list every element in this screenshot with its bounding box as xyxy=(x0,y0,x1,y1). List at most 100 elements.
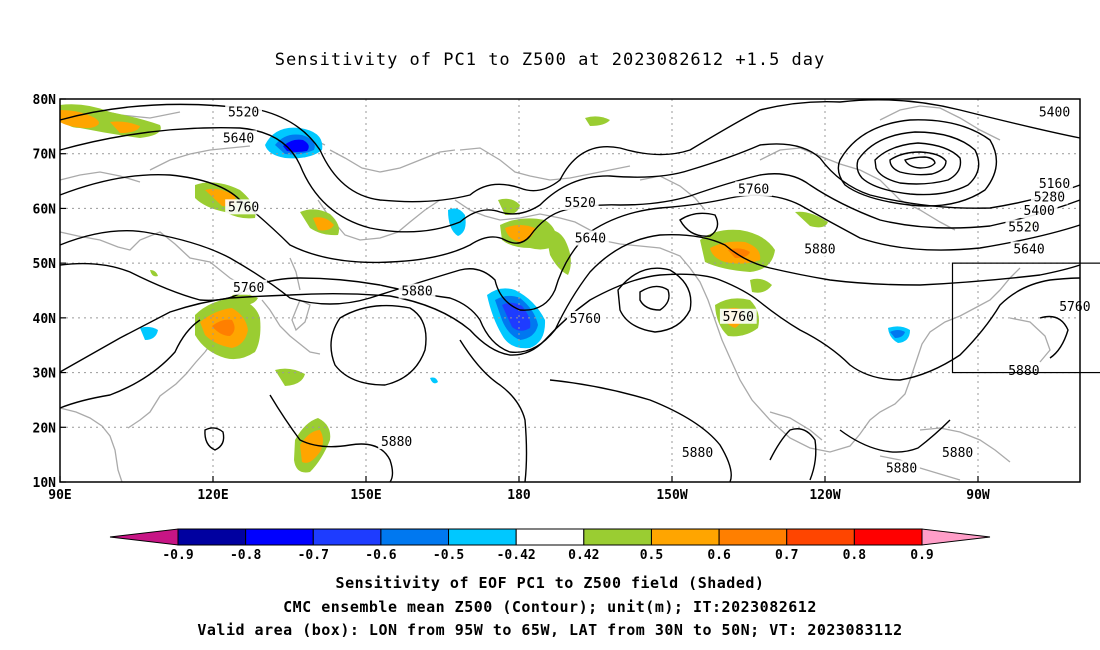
positive-patch xyxy=(60,110,99,128)
colorbar-left-arrow xyxy=(109,528,179,546)
colorbar-segment xyxy=(245,528,314,546)
lat-label: 80N xyxy=(33,93,57,108)
sensitivity-shading xyxy=(60,104,1036,473)
contour-label-bg xyxy=(225,199,262,215)
caption-contour: CMC ensemble mean Z500 (Contour); unit(m… xyxy=(283,598,817,616)
grid-lines xyxy=(60,99,1080,482)
lon-label: 150E xyxy=(350,488,381,503)
latitude-labels: 80N 70N 60N 50N 40N 30N 20N 10N xyxy=(33,93,66,491)
contour-label-bg xyxy=(398,283,436,299)
contour-label: 5760 xyxy=(228,200,259,215)
contour-label: 5160 xyxy=(1039,177,1070,192)
colorbar-segment xyxy=(448,528,517,546)
negative-patch xyxy=(140,326,158,340)
negative-patch xyxy=(430,377,438,384)
lat-label: 70N xyxy=(33,148,57,163)
colorbar-label: 0.9 xyxy=(910,548,933,563)
contour-label: 5760 xyxy=(723,310,754,325)
lat-label: 60N xyxy=(33,202,57,217)
colorbar-segment xyxy=(853,528,923,546)
lon-label: 90E xyxy=(48,488,71,503)
contour-label-bg xyxy=(1036,175,1073,191)
positive-patch xyxy=(275,368,305,386)
colorbar-segment xyxy=(515,528,585,546)
positive-patch xyxy=(313,217,334,231)
contour-label-bg xyxy=(561,194,599,210)
lon-label: 180 xyxy=(507,488,531,503)
positive-patch xyxy=(585,116,610,126)
colorbar-segment xyxy=(718,528,788,546)
map-title: Sensitivity of PC1 to Z500 at 2023082612… xyxy=(274,50,826,70)
positive-patch xyxy=(110,121,140,133)
contour-label-bg xyxy=(230,279,268,295)
lon-label: 150W xyxy=(656,488,687,503)
contour-label: 5640 xyxy=(223,131,254,146)
contour-label-bg xyxy=(566,310,604,326)
contour-label: 5880 xyxy=(381,435,412,450)
positive-patch xyxy=(795,211,828,228)
colorbar-label: 0.6 xyxy=(707,548,731,563)
contour-label-bg xyxy=(883,460,920,476)
contour-label-bg xyxy=(572,230,609,246)
contour-label: 5400 xyxy=(1024,204,1055,219)
contour-label: 5520 xyxy=(1008,221,1039,236)
colorbar-label: -0.42 xyxy=(497,548,536,563)
lon-label: 120E xyxy=(197,488,228,503)
positive-patch xyxy=(212,319,235,336)
contour-label-bg xyxy=(220,130,257,146)
colorbar-label: -0.9 xyxy=(162,548,193,563)
contour-label-bg xyxy=(801,241,839,257)
contour-label: 5640 xyxy=(1013,242,1044,257)
colorbar-label: 0.5 xyxy=(640,548,663,563)
contour-label-bg xyxy=(1005,219,1043,235)
contour-label: 5880 xyxy=(682,446,713,461)
colorbar: -0.9 -0.8 -0.7 -0.6 -0.5 -0.42 0.42 0.5 0.6 0.7 0.… xyxy=(109,528,991,563)
colorbar-label: -0.6 xyxy=(365,548,396,563)
contour-label-bg xyxy=(735,181,772,197)
contour-label: 5760 xyxy=(738,182,769,197)
contour-label-bg xyxy=(1031,189,1068,205)
colorbar-label: -0.8 xyxy=(230,548,261,563)
positive-patch xyxy=(498,198,520,215)
lon-label: 90W xyxy=(966,488,990,503)
colorbar-segment xyxy=(583,528,652,546)
contour-label-bg xyxy=(939,445,976,461)
colorbar-segment xyxy=(786,528,855,546)
contour-label: 5880 xyxy=(942,446,973,461)
contour-label-bg xyxy=(679,445,716,461)
negative-patch xyxy=(890,330,905,338)
coastlines xyxy=(59,105,1051,483)
contour-label: 5760 xyxy=(570,312,601,327)
contour-label-bg xyxy=(719,308,757,324)
contour-label: 5400 xyxy=(1039,106,1070,121)
contour-label-bg xyxy=(1036,104,1073,120)
caption-shading: Sensitivity of EOF PC1 to Z500 field (Sh… xyxy=(335,574,765,592)
colorbar-label: 0.8 xyxy=(843,548,867,563)
colorbar-label: -0.7 xyxy=(298,548,329,563)
contour-label: 5760 xyxy=(233,281,264,296)
colorbar-segment xyxy=(650,528,720,546)
valid-area-box xyxy=(951,262,1100,374)
contour-label: 5280 xyxy=(1034,190,1065,205)
contour-label-bg xyxy=(1005,362,1043,378)
lon-label: 120W xyxy=(809,488,840,503)
contour-label-bg xyxy=(225,104,262,120)
contour-label-bg xyxy=(1056,298,1094,314)
contour-label: 5880 xyxy=(1008,364,1039,379)
lat-label: 30N xyxy=(33,367,57,382)
contour-label-bg xyxy=(378,434,415,450)
lat-label: 10N xyxy=(33,476,57,491)
colorbar-label: 0.42 xyxy=(568,548,599,563)
longitude-labels: 90E120E150E180150W120W90W60W xyxy=(48,476,990,503)
contour-label-bg xyxy=(1010,241,1048,257)
caption-valid-area: Valid area (box): LON from 95W to 65W, L… xyxy=(197,621,903,639)
plot-area: 5520 5640 5760 5760 5880 5880 5520 5640 5760 5760… xyxy=(59,98,1100,483)
contour-labels: 5520 5640 5760 5760 5880 5880 5520 5640 5760 5760… xyxy=(220,104,1094,476)
positive-patch xyxy=(300,430,323,463)
contour-label-bg xyxy=(1020,203,1058,219)
positive-patch xyxy=(545,229,571,275)
contour-label: 5880 xyxy=(401,285,432,300)
contour-label: 5520 xyxy=(565,196,596,211)
contour-label: 5880 xyxy=(804,242,835,257)
lat-label: 20N xyxy=(33,421,57,436)
